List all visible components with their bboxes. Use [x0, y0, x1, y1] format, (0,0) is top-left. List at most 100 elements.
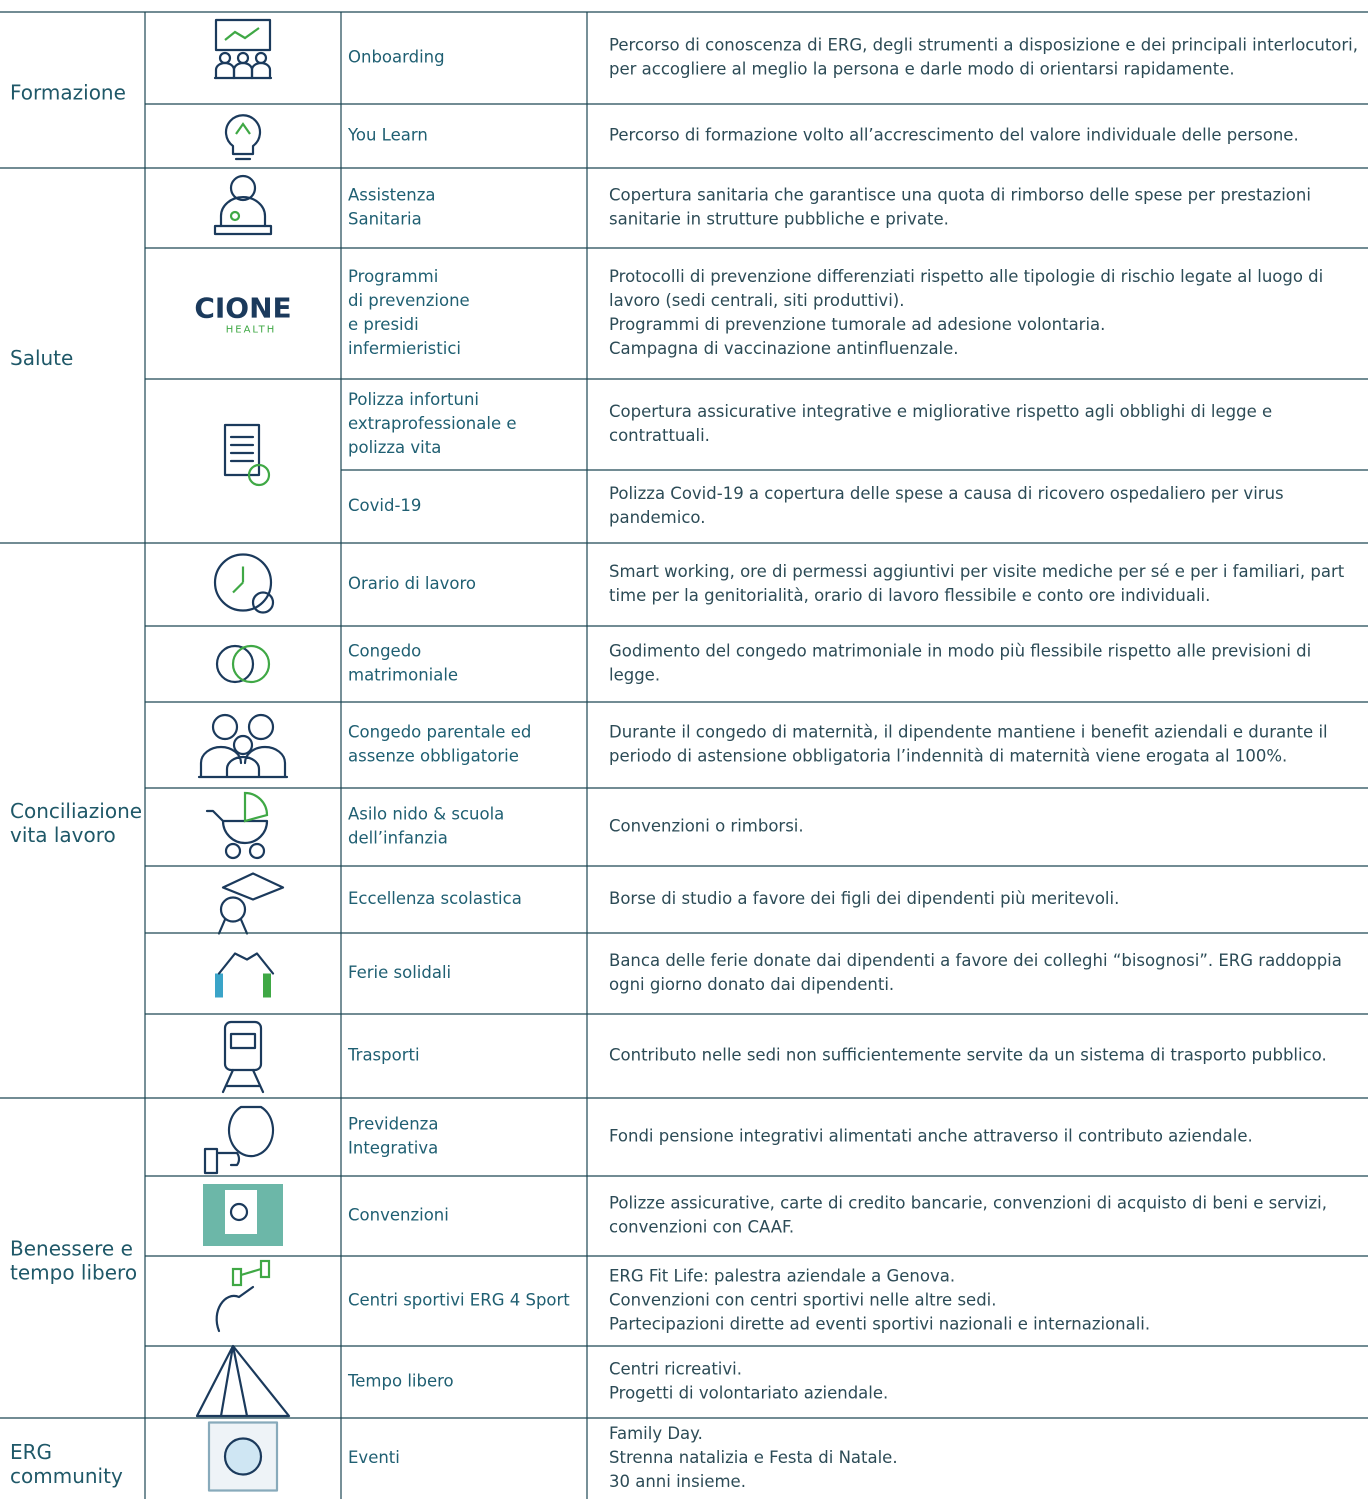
icon-part: [221, 1068, 265, 1094]
row-description: Banca delle ferie donate dai dipendenti …: [609, 951, 1342, 970]
icon-part: [247, 713, 275, 741]
row-title: Integrativa: [348, 1139, 438, 1158]
icon-part: [214, 61, 236, 80]
row-title: Congedo: [348, 642, 421, 661]
icon: [217, 872, 285, 935]
row-description: legge.: [609, 666, 660, 685]
row-description: Borse di studio a favore dei figli dei d…: [609, 889, 1119, 908]
row-description: Contributo nelle sedi non sufficientemen…: [609, 1046, 1327, 1065]
row-title: Convenzioni: [348, 1206, 449, 1225]
icon: [215, 644, 271, 684]
icon-part: [213, 224, 273, 236]
row-description: Convenzioni o rimborsi.: [609, 817, 804, 836]
logo-text: CIONE: [194, 292, 291, 325]
row-title: Centri sportivi ERG 4 Sport: [348, 1291, 570, 1310]
row-description: time per la genitorialità, orario di lav…: [609, 586, 1210, 605]
icon: [215, 952, 275, 998]
icon-part: [231, 1267, 243, 1287]
icon-part: [197, 745, 289, 779]
row-title: Covid-19: [348, 496, 421, 515]
row-description: Durante il congedo di maternità, il dipe…: [609, 723, 1328, 742]
icon-part: [235, 122, 251, 135]
row-description: Copertura sanitaria che garantisce una q…: [609, 186, 1311, 205]
row-description: Partecipazioni dirette ad eventi sportiv…: [609, 1315, 1150, 1334]
row-title: matrimoniale: [348, 666, 458, 685]
group-name: community: [10, 1464, 123, 1488]
icon-part: [223, 1437, 263, 1476]
row-title: Ferie solidali: [348, 963, 451, 982]
icon-part: [221, 872, 285, 901]
icon: [197, 713, 289, 779]
row-description: Family Day.: [609, 1424, 703, 1443]
icon-part: [221, 819, 269, 845]
row-description: Campagna di vaccinazione antinfluenzale.: [609, 339, 959, 358]
row-title: Polizza infortuni: [348, 390, 479, 409]
icon-part: [219, 896, 247, 923]
group-name: Conciliazione: [10, 799, 142, 823]
row-title: extraprofessionale e: [348, 414, 517, 433]
icon: [213, 18, 273, 80]
icon-part: [251, 591, 275, 614]
icon-part: [215, 644, 255, 684]
row-description: Percorso di conoscenza di ERG, degli str…: [609, 36, 1358, 55]
icon-part: [229, 1202, 249, 1222]
icon-part: [214, 18, 272, 52]
icon-part: [247, 463, 271, 487]
row-description: Centri ricreativi.: [609, 1360, 742, 1379]
row-title: You Learn: [347, 126, 428, 145]
row-title: Eventi: [348, 1448, 400, 1467]
icon: [207, 1421, 279, 1492]
row-description: contrattuali.: [609, 426, 710, 445]
row-description: Strenna natalizia e Festa di Natale.: [609, 1448, 898, 1467]
row-description: Fondi pensione integrativi alimentati an…: [609, 1127, 1253, 1146]
row-title: Asilo nido & scuola: [348, 805, 504, 824]
icon-part: [229, 174, 257, 202]
icon: [203, 1184, 283, 1246]
icon-part: [215, 1285, 255, 1333]
icon-part: [225, 1190, 257, 1234]
row-description: pandemico.: [609, 508, 705, 527]
row-description: 30 anni insieme.: [609, 1472, 746, 1491]
icon: [213, 174, 273, 236]
row-title: assenze obbligatorie: [348, 747, 519, 766]
icon-part: [218, 51, 232, 65]
icon-part: [219, 196, 267, 228]
icon-part: [231, 644, 271, 684]
icon: [215, 1259, 271, 1333]
row-description: per accogliere al meglio la persona e da…: [609, 60, 1235, 79]
icon-part: [263, 973, 271, 998]
icon-part: [250, 61, 272, 80]
icon-part: [243, 791, 269, 823]
row-title: Onboarding: [348, 48, 445, 67]
row-title: Programmi: [348, 267, 438, 286]
icon-part: [195, 1344, 291, 1418]
group-name: Formazione: [10, 81, 126, 105]
icon-part: [232, 61, 254, 80]
row-title: Eccellenza scolastica: [348, 889, 522, 908]
row-description: Protocolli di prevenzione differenziati …: [609, 267, 1323, 286]
icon-part: [236, 51, 250, 65]
icon-part: [203, 1147, 241, 1175]
icon-part: [232, 734, 254, 756]
icon-part: [229, 1032, 257, 1050]
icon-part: [223, 1020, 263, 1072]
icon-part: [217, 952, 275, 975]
row-title: dell’infanzia: [348, 829, 448, 848]
icon-part: [215, 973, 223, 998]
group-name: tempo libero: [10, 1261, 137, 1285]
row-title: Trasporti: [347, 1046, 420, 1065]
icon: [203, 1105, 275, 1175]
row-description: ERG Fit Life: palestra aziendale a Genov…: [609, 1267, 955, 1286]
icon-part: [227, 1105, 275, 1158]
row-title: Congedo parentale ed: [348, 723, 531, 742]
icon-part: [254, 51, 268, 65]
row-title: Tempo libero: [347, 1372, 454, 1391]
icon-part: [211, 713, 239, 741]
row-description: Polizza Covid-19 a copertura delle spese…: [609, 484, 1284, 503]
icon-part: [217, 918, 249, 935]
row-description: Convenzioni con centri sportivi nelle al…: [609, 1291, 997, 1310]
icon-part: [232, 566, 245, 594]
row-description: Polizze assicurative, carte di credito b…: [609, 1194, 1327, 1213]
